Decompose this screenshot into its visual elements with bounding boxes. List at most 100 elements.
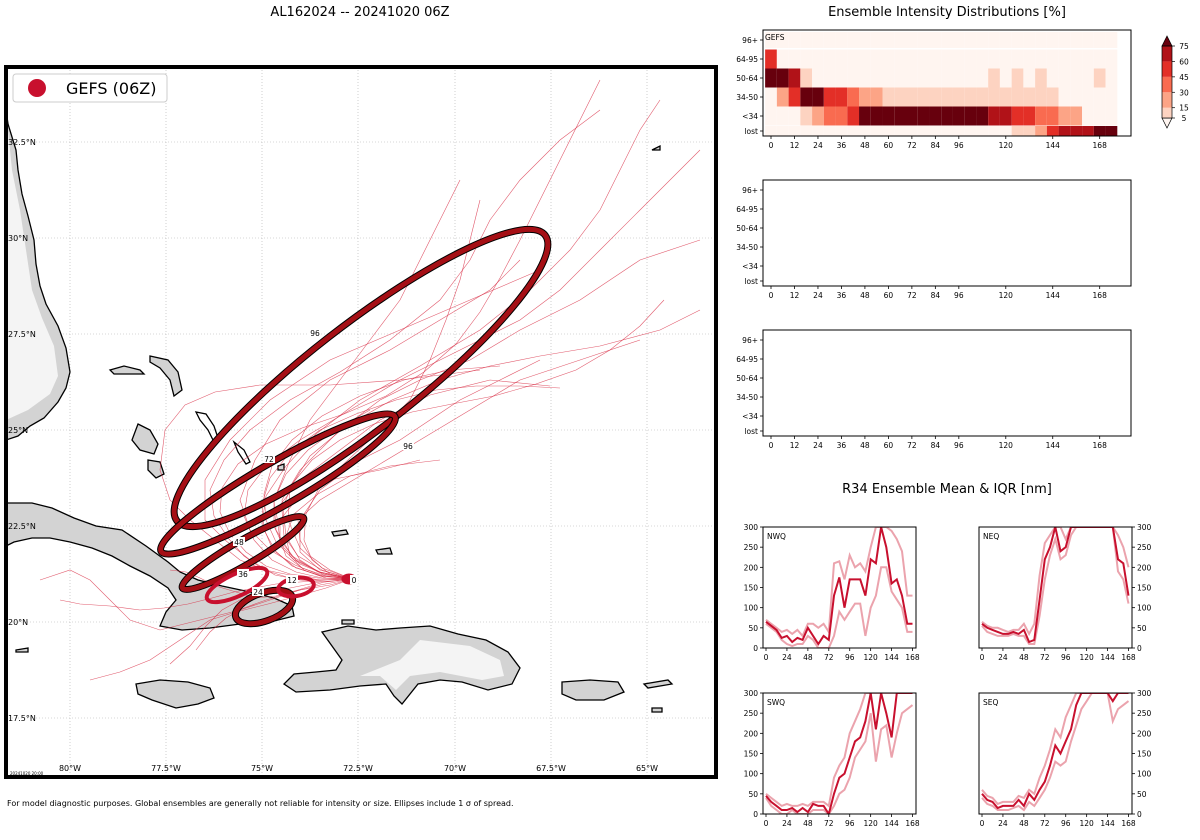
heatmap-cell [859,32,871,48]
heatmap-cell [1105,32,1118,48]
x-tick-label: 144 [1046,141,1061,150]
x-tick-label: 168 [1121,819,1136,828]
lat-label: 20°N [8,618,28,627]
x-tick-label: 60 [884,441,894,450]
heatmap-cell [1093,126,1106,136]
heatmap-cell [776,32,789,48]
cat-island [232,439,251,465]
heatmap-cell [812,106,824,126]
lat-label: 25°N [8,426,28,435]
x-tick-label: 144 [884,819,899,828]
heatmap-cell [788,49,801,69]
r34-iqr_high-line [981,527,1130,637]
y-tick-label: 34-50 [736,243,758,252]
x-tick-label: 0 [980,819,985,828]
x-tick-label: 120 [863,819,878,828]
heatmap-cell [929,49,942,69]
heatmap-cell [882,106,895,126]
r34-iqr_low-line [981,693,1130,812]
x-tick-label: 96 [954,291,964,300]
y-tick-label: 50-64 [736,374,758,383]
heatmap-cell [870,49,883,69]
heatmap-cell [1058,106,1071,126]
heatmap-cell [1023,106,1036,126]
heatmap-cell [917,126,930,136]
heatmap-cell [1011,49,1024,69]
heatmap-cell [1023,32,1036,48]
heatmap-cell [906,126,918,136]
heatmap-cell [800,87,813,107]
small-island [15,647,29,653]
heatmap-cell [835,126,848,136]
colorbar-segment [1162,61,1172,77]
x-tick-label: 72 [1040,819,1050,828]
colorbar-segment [1162,107,1172,118]
x-tick-label: 24 [813,291,823,300]
heatmap-cell [882,49,895,69]
y-tick-label: 0 [1137,644,1142,653]
x-tick-label: 96 [845,819,855,828]
heatmap-cell [952,68,965,88]
heatmap-cell [964,32,977,48]
intensity-panel-2: 96+ 64-95 50-64 34-50 <34 lost 0 12 24 36 48 60 72 84… [736,179,1132,300]
x-tick-label: 72 [824,819,834,828]
lon-label: 70°W [444,764,466,773]
heatmap-cell [976,106,989,126]
colorbar-tick-label: 75 [1179,42,1189,51]
small-island [331,529,349,537]
heatmap-cell [1035,106,1047,126]
heatmap-cell [776,49,789,69]
heatmap-cell [1058,49,1071,69]
r34-title: R34 Ensemble Mean & IQR [nm] [842,482,1052,497]
heatmap-cell [929,106,942,126]
y-tick-label: 250 [1137,709,1152,718]
heatmap-cell [835,49,848,69]
x-tick-label: 12 [790,441,800,450]
small-island [651,707,663,713]
x-tick-label: 72 [907,441,917,450]
y-tick-label: <34 [742,112,758,121]
map-legend: GEFS (06Z) [12,73,168,103]
heatmap-cell [812,49,824,69]
heatmap-cell [812,68,824,88]
heatmap-cell [882,126,895,136]
panel-label: SWQ [767,698,785,707]
heatmap-cell [941,87,953,107]
heatmap-cell [1082,68,1094,88]
ellipse-label: 96 [403,442,413,451]
heatmap-cell [1011,126,1024,136]
heatmap-cell [894,87,906,107]
colorbar-tick-label: 15 [1179,104,1189,113]
heatmap-cell [1105,126,1118,136]
heatmap-cell [906,87,918,107]
y-tick-label: 96+ [742,186,758,195]
heatmap-cell [776,68,789,88]
y-tick-label: <34 [742,412,758,421]
lon-label: 67.5°W [536,764,566,773]
r34-iqr_low-line [765,704,914,814]
heatmap-cell [941,32,953,48]
heatmap-cell [870,106,883,126]
heatmap-cell [1093,32,1106,48]
x-tick-label: 72 [907,141,917,150]
x-tick-label: 96 [954,441,964,450]
jamaica-landmass [135,679,215,709]
heatmap-cell [1070,49,1083,69]
heatmap-cell [847,126,860,136]
heatmap-cell [788,106,801,126]
r34-iqr_high-line [765,693,913,808]
lon-label: 75°W [251,764,273,773]
heatmap-cell [1035,32,1047,48]
x-tick-label: 48 [1019,653,1029,662]
x-tick-label: 24 [998,819,1008,828]
x-tick-label: 144 [1100,653,1115,662]
heatmap-cell [1058,68,1071,88]
heatmap-cell [999,106,1012,126]
heatmap-cell [917,49,930,69]
heatmap-cell [999,126,1012,136]
ellipse-36h [204,565,270,605]
heatmap-cell [906,68,918,88]
heatmap-cell [823,32,836,48]
heatmap-cell [1070,87,1083,107]
heatmap-cell [870,126,883,136]
